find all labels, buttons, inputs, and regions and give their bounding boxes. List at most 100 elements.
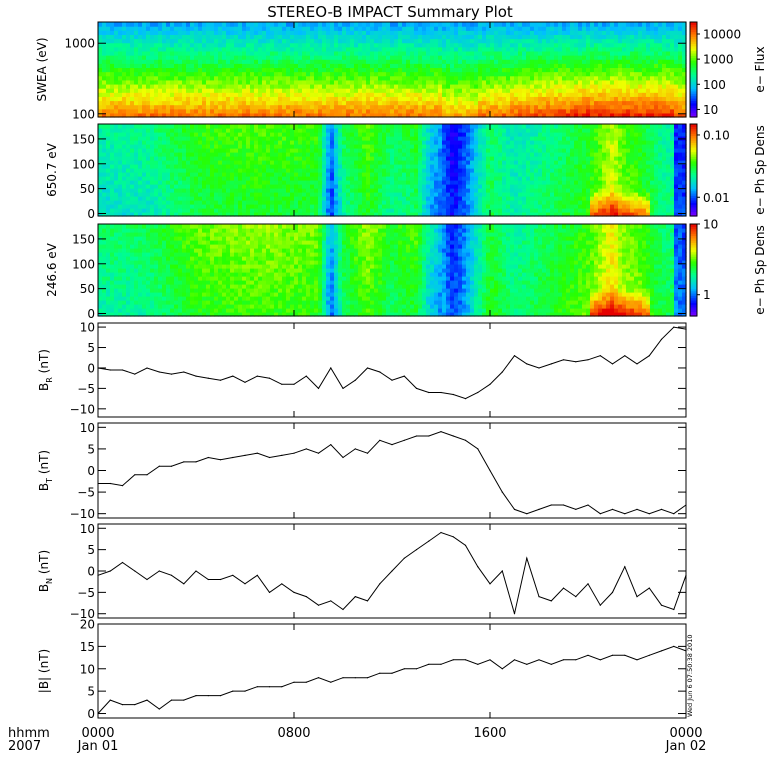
spectrogram-cell: [354, 88, 359, 93]
spectrogram-cell: [138, 204, 143, 209]
spectrogram-cell: [482, 76, 487, 81]
spectrogram-cell: [486, 76, 491, 81]
spectrogram-cell: [186, 188, 191, 193]
spectrogram-cell: [146, 30, 151, 35]
spectrogram-cell: [230, 72, 235, 77]
spectrogram-cell: [234, 208, 239, 213]
spectrogram-cell: [286, 200, 291, 205]
spectrogram-cell: [190, 204, 195, 209]
spectrogram-cell: [242, 172, 247, 177]
spectrogram-cell: [334, 204, 339, 209]
spectrogram-cell: [498, 67, 503, 72]
spectrogram-cell: [174, 148, 179, 153]
spectrogram-cell: [174, 55, 179, 60]
spectrogram-cell: [466, 88, 471, 93]
spectrogram-cell: [222, 156, 227, 161]
spectrogram-cell: [234, 124, 239, 129]
spectrogram-cell: [550, 34, 555, 39]
spectrogram-cell: [602, 34, 607, 39]
spectrogram-cell: [110, 204, 115, 209]
spectrogram-cell: [270, 26, 275, 31]
spectrogram-cell: [670, 109, 675, 114]
spectrogram-cell: [234, 156, 239, 161]
spectrogram-cell: [582, 67, 587, 72]
spectrogram-cell: [142, 92, 147, 97]
spectrogram-cell: [174, 84, 179, 89]
spectrogram-cell: [490, 47, 495, 52]
spectrogram-cell: [374, 92, 379, 97]
spectrogram-cell: [522, 72, 527, 77]
colorbar-tick-label: 10000: [703, 27, 741, 41]
spectrogram-cell: [558, 55, 563, 60]
spectrogram-cell: [234, 34, 239, 39]
spectrogram-cell: [358, 196, 363, 201]
spectrogram-cell: [206, 39, 211, 44]
spectrogram-cell: [518, 88, 523, 93]
spectrogram-cell: [158, 22, 163, 27]
spectrogram-cell: [566, 55, 571, 60]
spectrogram-cell: [586, 109, 591, 114]
spectrogram-cell: [214, 144, 219, 149]
spectrogram-cell: [150, 51, 155, 56]
spectrogram-cell: [278, 22, 283, 27]
spectrogram-cell: [122, 148, 127, 153]
spectrogram-cell: [134, 92, 139, 97]
spectrogram-cell: [278, 72, 283, 77]
spectrogram-cell: [526, 80, 531, 85]
spectrogram-cell: [634, 100, 639, 105]
spectrogram-cell: [382, 55, 387, 60]
spectrogram-cell: [270, 136, 275, 141]
spectrogram-cell: [226, 160, 231, 165]
spectrogram-cell: [438, 72, 443, 77]
spectrogram-cell: [282, 72, 287, 77]
spectrogram-cell: [162, 136, 167, 141]
spectrogram-cell: [590, 34, 595, 39]
spectrogram-cell: [354, 164, 359, 169]
spectrogram-cell: [286, 80, 291, 85]
spectrogram-cell: [310, 34, 315, 39]
spectrogram-cell: [346, 22, 351, 27]
spectrogram-cell: [346, 128, 351, 133]
spectrogram-cell: [358, 208, 363, 213]
spectrogram-cell: [166, 148, 171, 153]
spectrogram-cell: [210, 208, 215, 213]
spectrogram-cell: [230, 176, 235, 181]
spectrogram-cell: [142, 140, 147, 145]
spectrogram-cell: [258, 63, 263, 68]
spectrogram-cell: [138, 92, 143, 97]
spectrogram-cell: [182, 208, 187, 213]
spectrogram-cell: [546, 105, 551, 110]
y-tick-label: 100: [72, 107, 95, 121]
spectrogram-cell: [606, 84, 611, 89]
spectrogram-cell: [570, 59, 575, 64]
spectrogram-cell: [330, 172, 335, 177]
spectrogram-cell: [622, 59, 627, 64]
spectrogram-cell: [478, 34, 483, 39]
spectrogram-cell: [290, 164, 295, 169]
spectrogram-cell: [98, 148, 103, 153]
spectrogram-cell: [206, 176, 211, 181]
spectrogram-cell: [298, 63, 303, 68]
spectrogram-cell: [154, 47, 159, 52]
spectrogram-cell: [166, 96, 171, 101]
spectrogram-cell: [322, 128, 327, 133]
spectrogram-cell: [418, 22, 423, 27]
spectrogram-cell: [378, 26, 383, 31]
spectrogram-cell: [190, 84, 195, 89]
spectrogram-cell: [258, 124, 263, 129]
spectrogram-cell: [314, 208, 319, 213]
spectrogram-cell: [334, 208, 339, 213]
spectrogram-cell: [490, 59, 495, 64]
spectrogram-cell: [242, 55, 247, 60]
spectrogram-cell: [194, 109, 199, 114]
spectrogram-cell: [178, 34, 183, 39]
spectrogram-cell: [146, 105, 151, 110]
spectrogram-cell: [138, 84, 143, 89]
spectrogram-cell: [638, 26, 643, 31]
spectrogram-cell: [230, 76, 235, 81]
spectrogram-cell: [250, 59, 255, 64]
spectrogram-cell: [610, 34, 615, 39]
spectrogram-cell: [602, 96, 607, 101]
spectrogram-cell: [178, 152, 183, 157]
spectrogram-cell: [234, 176, 239, 181]
